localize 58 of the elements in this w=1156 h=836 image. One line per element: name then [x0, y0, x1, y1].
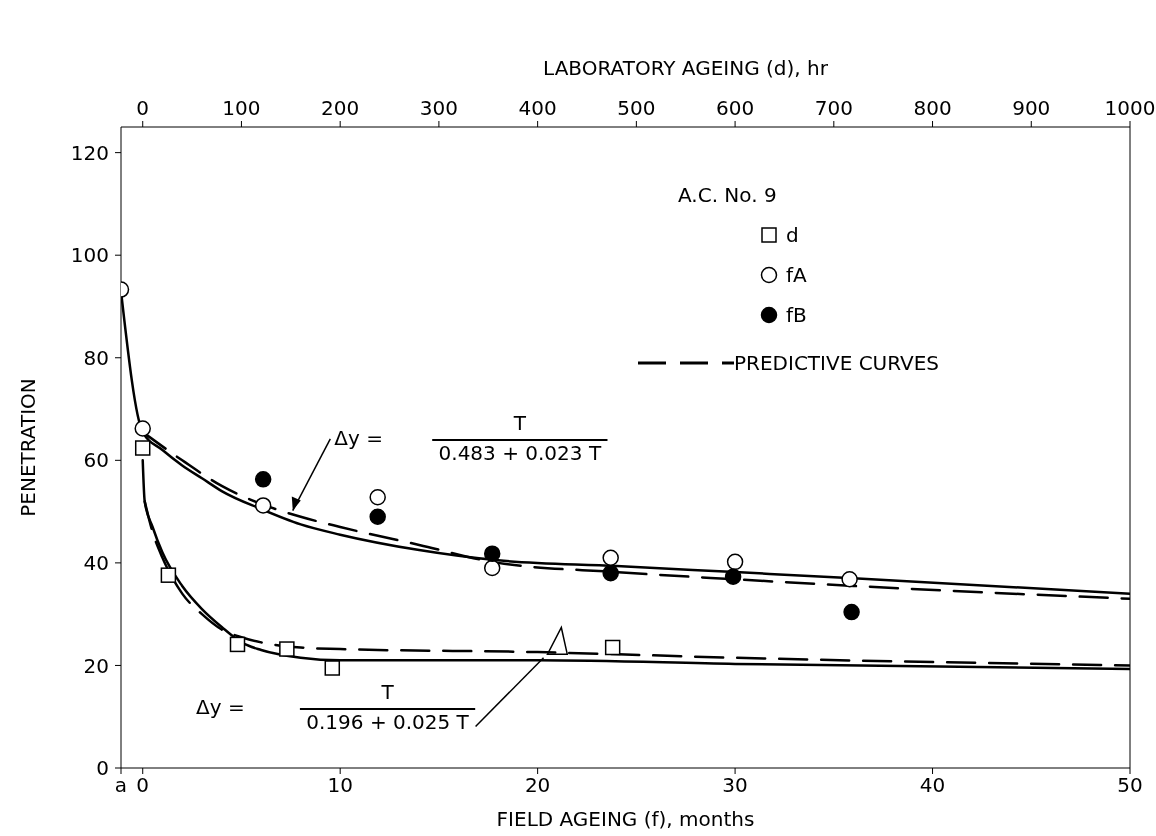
legend-title: A.C. No. 9: [678, 183, 778, 207]
annotation: 0.196 + 0.025 T: [305, 708, 470, 735]
annotation: 0.483 + 0.023 T: [437, 439, 603, 466]
point: [602, 549, 619, 566]
x-tick-label: 50: [1117, 773, 1143, 798]
x-tick-label: 30: [722, 773, 748, 798]
x2-tick-label: 400: [518, 96, 557, 120]
y-axis-title: PENETRATION: [16, 378, 41, 517]
x-tick-label: 40: [919, 773, 946, 798]
x2-tick-label: 0: [136, 96, 150, 120]
annotation: Δy =: [196, 693, 246, 720]
point: [483, 545, 501, 562]
point: [726, 553, 744, 571]
x2-tick-label: 100: [222, 96, 261, 120]
point: [254, 471, 272, 488]
point: [229, 636, 246, 653]
x2-tick-label: 700: [814, 96, 853, 120]
legend-label: fB: [786, 303, 807, 327]
x2-tick-label: 500: [617, 96, 656, 120]
y-tick-label: 60: [83, 448, 109, 473]
point: [324, 660, 341, 676]
point: [483, 559, 501, 577]
y-tick-label: 40: [83, 550, 109, 575]
legend-label: fA: [786, 263, 807, 287]
point: [369, 488, 386, 506]
annotation: T: [512, 409, 527, 437]
x-tick-label: 0: [136, 773, 150, 798]
point: [160, 567, 177, 583]
annotation: Δy =: [334, 424, 384, 451]
x2-tick-label: 200: [321, 96, 360, 120]
x-tick-label: 20: [524, 773, 551, 798]
y-tick-label: 20: [83, 653, 109, 678]
x2-tick-label: 800: [913, 96, 952, 120]
x-tick-label: a: [114, 773, 128, 798]
x2-tick-label: 600: [715, 96, 755, 120]
point: [134, 440, 151, 456]
legend-label: d: [786, 223, 799, 247]
point: [604, 639, 621, 656]
x2-tick-label: 300: [419, 96, 458, 120]
y-tick-label: 120: [70, 140, 109, 165]
point: [369, 508, 386, 525]
point: [602, 564, 619, 582]
point: [724, 568, 742, 585]
point: [841, 571, 858, 588]
annotation: T: [380, 678, 395, 706]
y-tick-label: 0: [96, 756, 109, 781]
point: [279, 641, 295, 657]
legend-label: PREDICTIVE CURVES: [734, 351, 940, 375]
y-tick-label: 100: [70, 243, 109, 268]
point: [254, 497, 272, 514]
x2-axis-title: LABORATORY AGEING (d), hr: [543, 56, 829, 80]
point: [843, 603, 860, 621]
point: [134, 420, 151, 437]
x-tick-label: 10: [327, 773, 353, 798]
x2-tick-label: 900: [1012, 96, 1051, 120]
x2-tick-label: 1000: [1104, 96, 1156, 120]
y-tick-label: 80: [83, 345, 109, 370]
x-axis-title: FIELD AGEING (f), months: [496, 807, 755, 831]
